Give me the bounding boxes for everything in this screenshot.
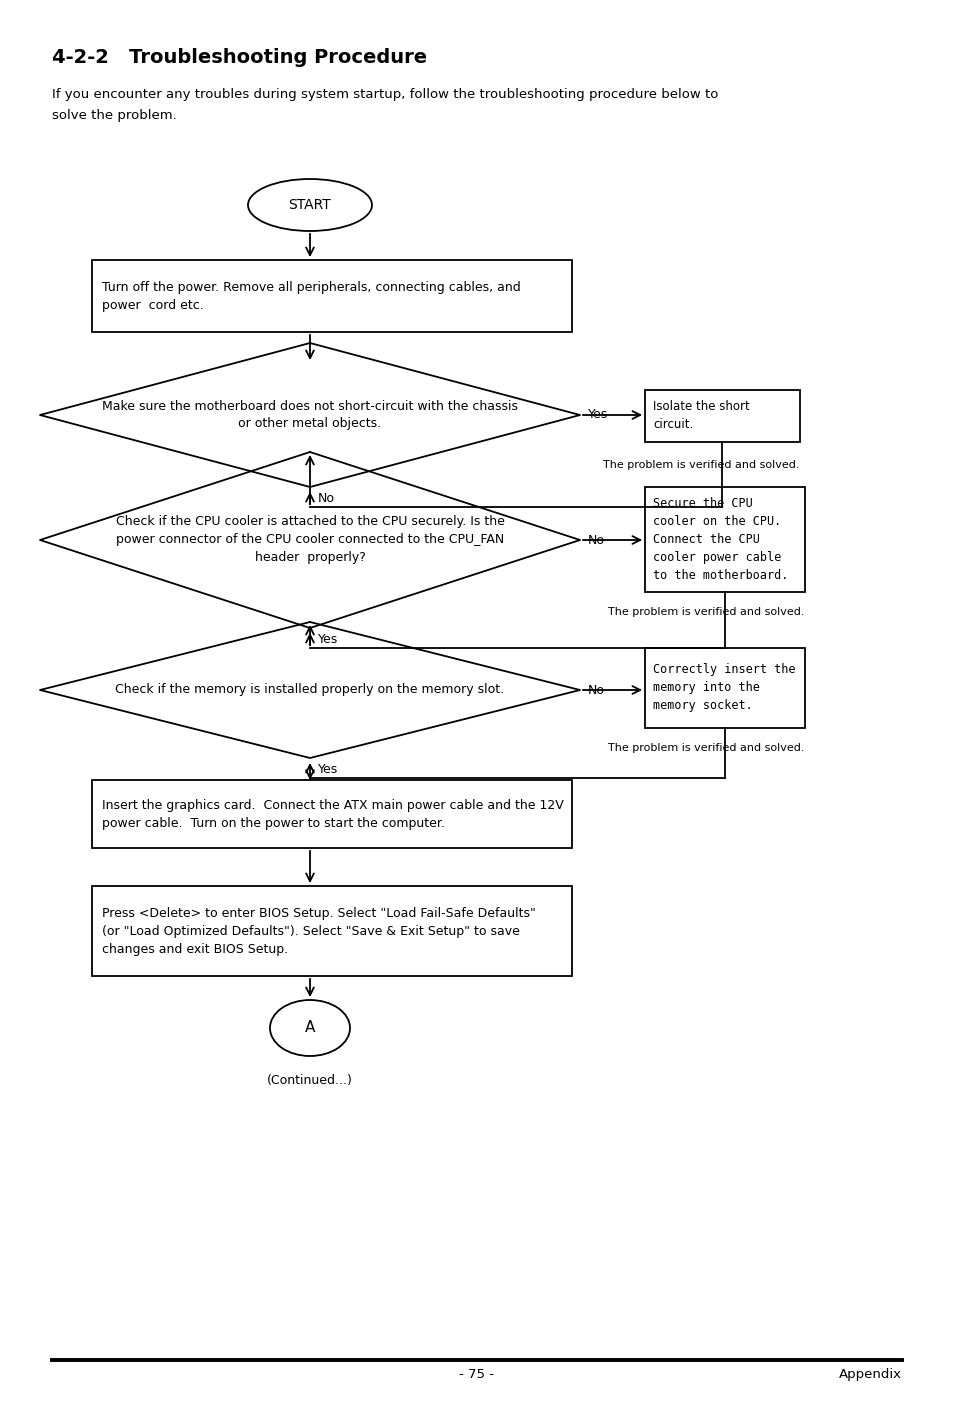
- Bar: [91, 886, 572, 976]
- Text: Correctly insert the
memory into the
memory socket.: Correctly insert the memory into the mem…: [652, 664, 795, 712]
- Text: (Continued...): (Continued...): [267, 1073, 353, 1088]
- Text: No: No: [317, 492, 335, 505]
- Text: The problem is verified and solved.: The problem is verified and solved.: [608, 743, 804, 753]
- Text: START: START: [289, 199, 331, 213]
- Text: Isolate the short
circuit.: Isolate the short circuit.: [652, 400, 749, 431]
- Bar: [644, 648, 804, 727]
- Text: If you encounter any troubles during system startup, follow the troubleshooting : If you encounter any troubles during sys…: [52, 88, 718, 122]
- Text: - 75 -: - 75 -: [459, 1368, 494, 1381]
- Bar: [644, 486, 804, 591]
- Text: A: A: [305, 1021, 314, 1035]
- Text: Yes: Yes: [317, 632, 338, 647]
- Bar: [91, 259, 572, 332]
- Text: Insert the graphics card.  Connect the ATX main power cable and the 12V
power ca: Insert the graphics card. Connect the AT…: [102, 798, 563, 830]
- Text: Appendix: Appendix: [838, 1368, 901, 1381]
- Text: Check if the CPU cooler is attached to the CPU securely. Is the
power connector : Check if the CPU cooler is attached to t…: [115, 516, 504, 564]
- Text: No: No: [587, 533, 604, 546]
- Text: Turn off the power. Remove all peripherals, connecting cables, and
power  cord e: Turn off the power. Remove all periphera…: [102, 281, 520, 312]
- Text: Yes: Yes: [587, 408, 608, 421]
- Text: The problem is verified and solved.: The problem is verified and solved.: [603, 459, 800, 469]
- Text: Yes: Yes: [317, 763, 338, 776]
- Text: No: No: [587, 683, 604, 696]
- Text: Make sure the motherboard does not short-circuit with the chassis
or other metal: Make sure the motherboard does not short…: [102, 400, 517, 431]
- Text: The problem is verified and solved.: The problem is verified and solved.: [608, 607, 804, 617]
- Bar: [91, 780, 572, 848]
- Text: Secure the CPU
cooler on the CPU.
Connect the CPU
cooler power cable
to the moth: Secure the CPU cooler on the CPU. Connec…: [652, 496, 787, 581]
- Text: Press <Delete> to enter BIOS Setup. Select "Load Fail-Safe Defaults"
(or "Load O: Press <Delete> to enter BIOS Setup. Sele…: [102, 906, 536, 956]
- Bar: [644, 390, 800, 442]
- Text: Check if the memory is installed properly on the memory slot.: Check if the memory is installed properl…: [115, 683, 504, 696]
- Text: 4-2-2   Troubleshooting Procedure: 4-2-2 Troubleshooting Procedure: [52, 48, 427, 67]
